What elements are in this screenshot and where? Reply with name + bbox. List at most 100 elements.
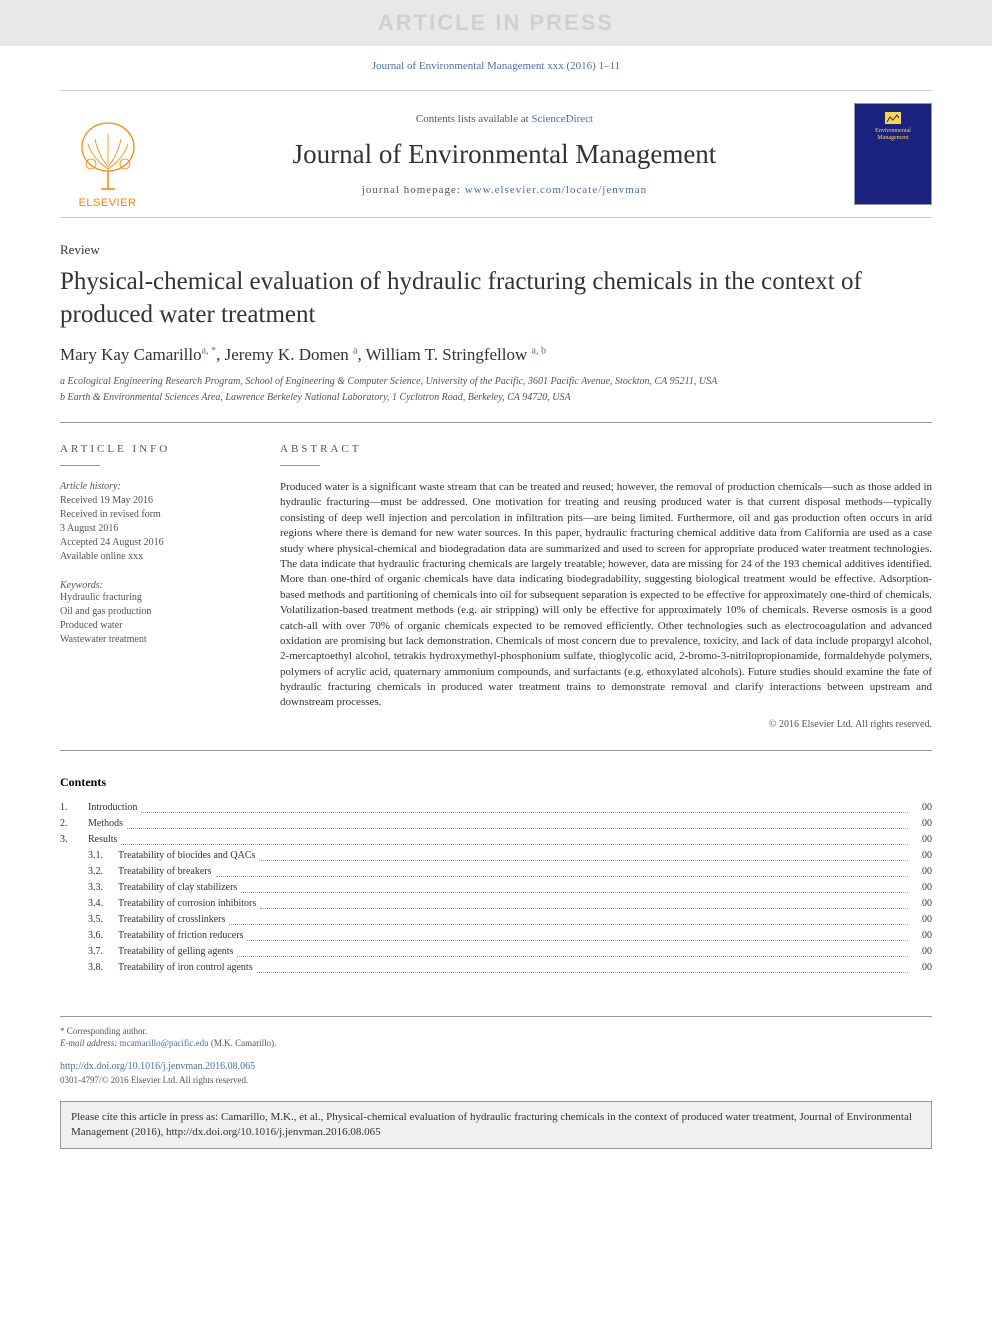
toc-sub-num: 3.8. xyxy=(88,960,118,976)
author-list: Mary Kay Camarilloa, *, Jeremy K. Domen … xyxy=(60,345,932,365)
affiliation-a: a Ecological Engineering Research Progra… xyxy=(60,375,932,388)
journal-name: Journal of Environmental Management xyxy=(170,139,839,170)
cover-text-top: Environmental xyxy=(875,128,911,135)
toc-page: 00 xyxy=(912,960,932,976)
toc-dots xyxy=(216,864,909,877)
contents-section: Contents 1.Introduction 002.Methods 003.… xyxy=(60,775,932,976)
toc-row[interactable]: 1.Introduction 00 xyxy=(60,800,932,816)
toc-label: Results xyxy=(88,832,117,848)
toc-page: 00 xyxy=(912,912,932,928)
toc-list: 1.Introduction 002.Methods 003.Results 0… xyxy=(60,800,932,976)
toc-page: 00 xyxy=(912,832,932,848)
toc-dots xyxy=(257,960,908,973)
corresponding-author: * Corresponding author. xyxy=(60,1025,932,1038)
author-3: , William T. Stringfellow xyxy=(357,345,531,364)
author-1: Mary Kay Camarillo xyxy=(60,345,202,364)
keywords-list: Hydraulic fracturing Oil and gas product… xyxy=(60,591,250,647)
abstract-copyright: © 2016 Elsevier Ltd. All rights reserved… xyxy=(280,719,932,730)
page-content: Journal of Environmental Management xxx … xyxy=(0,46,992,1087)
history-item: Accepted 24 August 2016 xyxy=(60,536,250,550)
toc-page: 00 xyxy=(912,800,932,816)
cover-text-bot: Management xyxy=(877,135,908,142)
toc-dots xyxy=(241,880,908,893)
toc-row[interactable]: 3.3.Treatability of clay stabilizers 00 xyxy=(60,880,932,896)
toc-row[interactable]: 3.7.Treatability of gelling agents 00 xyxy=(60,944,932,960)
toc-sub-num: 3.3. xyxy=(88,880,118,896)
doi-link[interactable]: http://dx.doi.org/10.1016/j.jenvman.2016… xyxy=(60,1061,255,1072)
toc-label: Introduction xyxy=(88,800,137,816)
author-2: , Jeremy K. Domen xyxy=(216,345,353,364)
toc-label: Treatability of biocides and QACs xyxy=(118,848,255,864)
toc-dots xyxy=(259,848,908,861)
divider xyxy=(60,465,100,466)
abstract-heading: ABSTRACT xyxy=(280,443,932,455)
toc-page: 00 xyxy=(912,880,932,896)
toc-page: 00 xyxy=(912,944,932,960)
article-type: Review xyxy=(60,242,932,258)
toc-label: Treatability of crosslinkers xyxy=(118,912,225,928)
history-label: Article history: xyxy=(60,480,250,494)
contents-available: Contents lists available at ScienceDirec… xyxy=(170,113,839,125)
journal-cover-thumb[interactable]: Environmental Management xyxy=(854,103,932,205)
cite-box: Please cite this article in press as: Ca… xyxy=(60,1101,932,1150)
masthead-center: Contents lists available at ScienceDirec… xyxy=(155,113,854,196)
history-item: Available online xxx xyxy=(60,550,250,564)
sciencedirect-link[interactable]: ScienceDirect xyxy=(531,113,593,125)
toc-label: Treatability of friction reducers xyxy=(118,928,243,944)
author-3-aff: a, b xyxy=(532,345,546,356)
history-item: Received 19 May 2016 xyxy=(60,494,250,508)
toc-label: Treatability of iron control agents xyxy=(118,960,253,976)
affiliation-b: b Earth & Environmental Sciences Area, L… xyxy=(60,391,932,404)
toc-page: 00 xyxy=(912,928,932,944)
toc-sub-num: 3.5. xyxy=(88,912,118,928)
homepage-link[interactable]: www.elsevier.com/locate/jenvman xyxy=(465,184,647,196)
toc-row[interactable]: 3.4.Treatability of corrosion inhibitors… xyxy=(60,896,932,912)
email-line: E-mail address: mcamarillo@pacific.edu (… xyxy=(60,1037,932,1050)
toc-row[interactable]: 3.6.Treatability of friction reducers 00 xyxy=(60,928,932,944)
toc-label: Treatability of breakers xyxy=(118,864,212,880)
elsevier-tree-icon xyxy=(73,119,143,194)
keyword: Produced water xyxy=(60,619,250,633)
cover-icon xyxy=(885,112,901,124)
doi-line: http://dx.doi.org/10.1016/j.jenvman.2016… xyxy=(60,1060,932,1074)
toc-dots xyxy=(237,944,908,957)
author-1-aff: a, * xyxy=(202,345,216,356)
journal-homepage: journal homepage: www.elsevier.com/locat… xyxy=(170,184,839,196)
toc-row[interactable]: 3.5.Treatability of crosslinkers 00 xyxy=(60,912,932,928)
article-info-heading: ARTICLE INFO xyxy=(60,443,250,455)
publisher-logo[interactable]: ELSEVIER xyxy=(60,99,155,209)
email-label: E-mail address: xyxy=(60,1038,117,1048)
toc-page: 00 xyxy=(912,848,932,864)
toc-sub-num: 3.7. xyxy=(88,944,118,960)
homepage-label: journal homepage: xyxy=(362,184,461,196)
keyword: Hydraulic fracturing xyxy=(60,591,250,605)
header-citation-link[interactable]: Journal of Environmental Management xxx … xyxy=(372,60,620,72)
toc-row[interactable]: 3.Results 00 xyxy=(60,832,932,848)
toc-num: 3. xyxy=(60,832,88,848)
toc-sub-num: 3.2. xyxy=(88,864,118,880)
toc-label: Treatability of gelling agents xyxy=(118,944,233,960)
toc-sub-num: 3.1. xyxy=(88,848,118,864)
toc-sub-num: 3.4. xyxy=(88,896,118,912)
info-abstract-row: ARTICLE INFO Article history: Received 1… xyxy=(60,422,932,751)
toc-row[interactable]: 3.8.Treatability of iron control agents … xyxy=(60,960,932,976)
toc-row[interactable]: 3.2.Treatability of breakers 00 xyxy=(60,864,932,880)
toc-sub-num: 3.6. xyxy=(88,928,118,944)
footer-copyright: 0301-4797/© 2016 Elsevier Ltd. All right… xyxy=(60,1074,932,1087)
history-items: Received 19 May 2016 Received in revised… xyxy=(60,494,250,564)
email-link[interactable]: mcamarillo@pacific.edu xyxy=(120,1038,209,1048)
toc-row[interactable]: 2.Methods 00 xyxy=(60,816,932,832)
history-item: Received in revised form xyxy=(60,508,250,522)
contents-prefix: Contents lists available at xyxy=(416,113,529,125)
article-title: Physical-chemical evaluation of hydrauli… xyxy=(60,266,932,331)
toc-label: Treatability of corrosion inhibitors xyxy=(118,896,256,912)
toc-label: Treatability of clay stabilizers xyxy=(118,880,237,896)
publisher-name: ELSEVIER xyxy=(79,197,137,209)
toc-dots xyxy=(260,896,908,909)
article-info-col: ARTICLE INFO Article history: Received 1… xyxy=(60,443,280,730)
toc-dots xyxy=(127,816,908,829)
toc-row[interactable]: 3.1.Treatability of biocides and QACs 00 xyxy=(60,848,932,864)
citation-vol: xxx (2016) xyxy=(547,60,596,72)
citation-journal: Journal of Environmental Management xyxy=(372,60,545,72)
header-citation: Journal of Environmental Management xxx … xyxy=(60,46,932,90)
